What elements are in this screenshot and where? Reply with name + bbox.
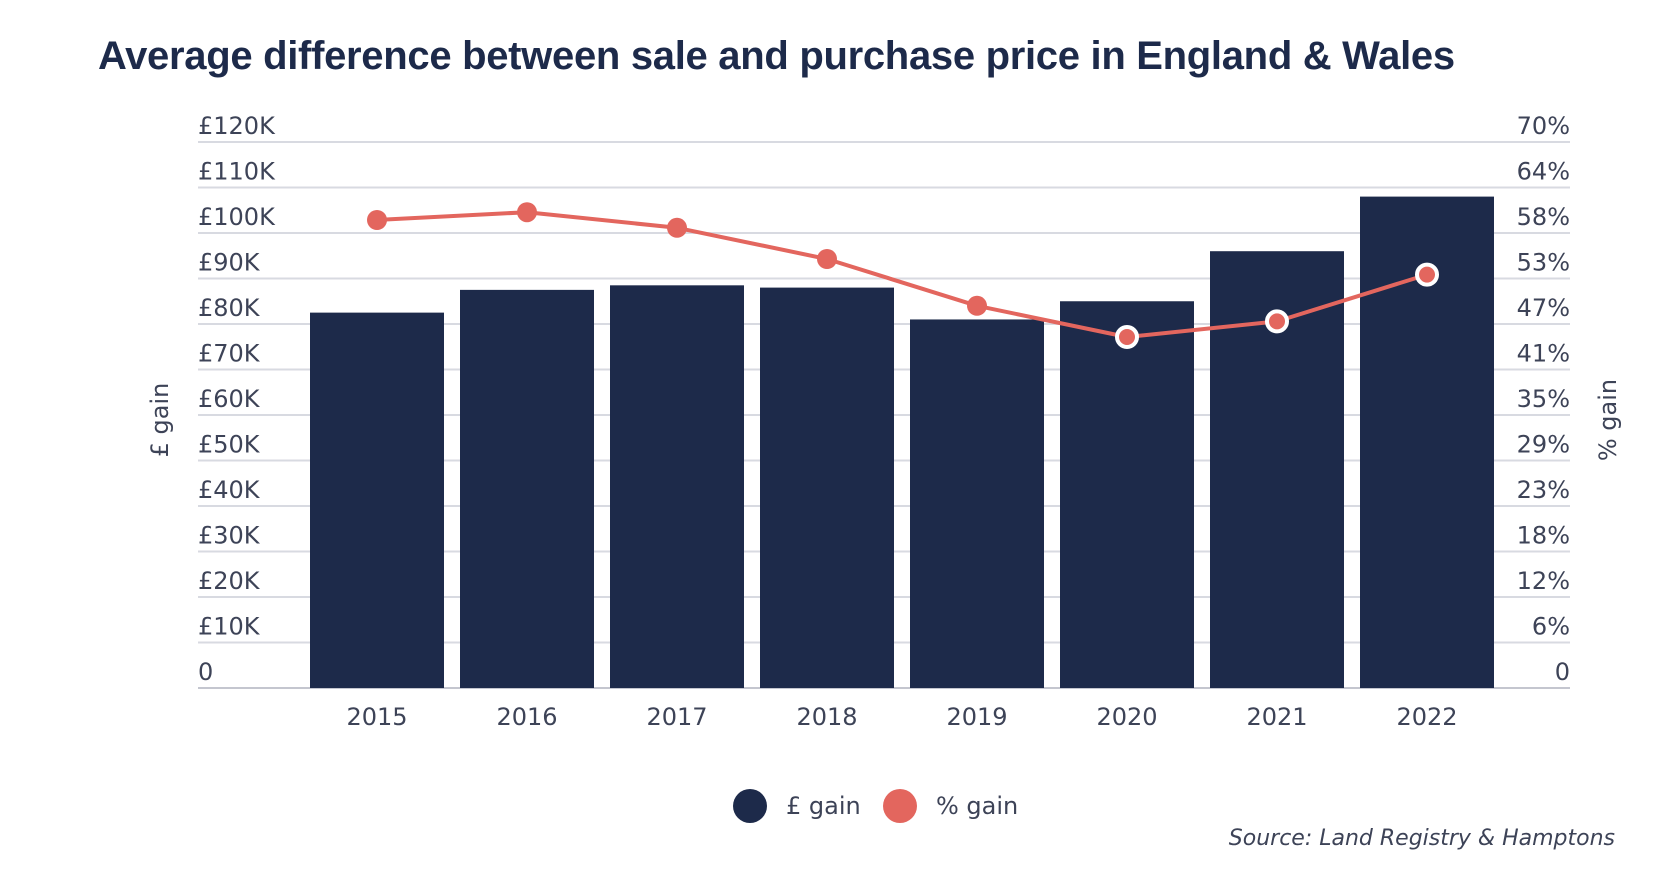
y-tick-label-right: 6%	[1532, 613, 1570, 641]
y-tick-label-left: £70K	[198, 340, 261, 368]
x-tick-label: 2018	[796, 703, 857, 731]
point-2019	[967, 295, 987, 316]
x-tick-label: 2019	[946, 703, 1007, 731]
line-series	[367, 202, 1439, 349]
y-tick-label-right: 58%	[1517, 203, 1570, 231]
point-2015	[367, 210, 387, 230]
y-tick-label-right: 41%	[1517, 340, 1570, 368]
y-tick-label-right: 35%	[1517, 385, 1570, 413]
x-tick-label: 2016	[496, 703, 557, 731]
y-tick-label-right: 18%	[1517, 522, 1570, 550]
point-2017	[667, 217, 687, 238]
point-2020	[1115, 325, 1139, 349]
y-tick-label-right: 53%	[1517, 249, 1570, 277]
y-tick-label-left: £40K	[198, 476, 261, 504]
y-tick-label-right: 12%	[1517, 567, 1570, 595]
y-tick-label-right: 70%	[1517, 112, 1570, 140]
y-tick-label-left: £100K	[198, 203, 276, 231]
legend: £ gain % gain	[733, 789, 1018, 823]
point-2022	[1415, 262, 1439, 287]
bar-2020	[1060, 301, 1194, 688]
x-tick-label: 2017	[646, 703, 707, 731]
point-2016	[517, 202, 537, 223]
y-tick-label-left: £20K	[198, 567, 261, 595]
bar-series	[310, 196, 1494, 688]
bar-2016	[460, 289, 594, 688]
x-tick-label: 2015	[346, 703, 407, 731]
source-note: Source: Land Registry & Hamptons	[1228, 826, 1615, 851]
x-tick-label: 2021	[1246, 703, 1307, 731]
y-tick-label-left: £90K	[198, 249, 261, 277]
y-tick-label-left: £10K	[198, 613, 261, 641]
y-tick-label-right: 29%	[1517, 431, 1570, 459]
chart-title: Average difference between sale and purc…	[98, 34, 1455, 78]
percent-gain-line	[375, 210, 1429, 339]
legend-swatch-percent-gain	[883, 789, 917, 823]
y-tick-label-left: £80K	[198, 294, 261, 322]
y-tick-label-left: 0	[198, 658, 213, 686]
point-2021	[1265, 309, 1289, 334]
bar-2018	[760, 287, 894, 688]
legend-swatch-gbp-gain	[733, 789, 767, 823]
bar-2015	[310, 312, 444, 688]
y-tick-label-left: £60K	[198, 385, 261, 413]
bar-2019	[910, 319, 1044, 688]
y-tick-label-right: 0	[1555, 658, 1570, 686]
y-tick-label-left: £110K	[198, 158, 276, 186]
bar-2017	[610, 285, 744, 688]
y-tick-label-left: £50K	[198, 431, 261, 459]
y-axis-title-left: £ gain	[146, 383, 174, 458]
axis-ticks: 0 0 £10K 6% £20K 12% £30K 18% £40K 23% £50K 29% £60K…	[198, 112, 1570, 731]
y-tick-label-right: 23%	[1517, 476, 1570, 504]
y-axis-title-right: % gain	[1594, 379, 1622, 461]
y-tick-label-left: £30K	[198, 522, 261, 550]
point-2018	[817, 249, 837, 269]
legend-label-percent-gain: % gain	[936, 792, 1018, 820]
x-tick-label: 2020	[1096, 703, 1157, 731]
legend-label-gbp-gain: £ gain	[786, 792, 861, 820]
x-tick-label: 2022	[1396, 703, 1457, 731]
y-tick-label-right: 47%	[1517, 294, 1570, 322]
y-tick-label-right: 64%	[1517, 158, 1570, 186]
y-tick-label-left: £120K	[198, 112, 276, 140]
